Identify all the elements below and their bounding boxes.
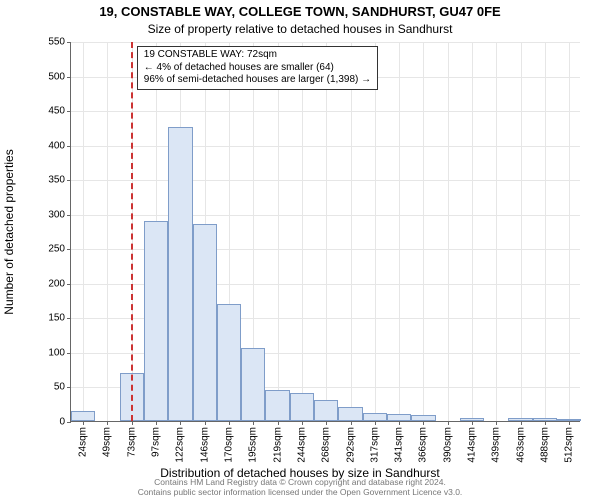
- gridline-v: [83, 42, 84, 421]
- gridline-v: [107, 42, 108, 421]
- histogram-bar: [533, 418, 557, 421]
- y-axis-title: Number of detached properties: [2, 149, 16, 314]
- xtick-label: 390sqm: [442, 421, 453, 463]
- ytick-label: 300: [48, 209, 71, 220]
- xtick-label: 366sqm: [418, 421, 429, 463]
- footer-line2: Contains public sector information licen…: [0, 488, 600, 498]
- gridline-v: [496, 42, 497, 421]
- xtick-label: 488sqm: [539, 421, 550, 463]
- gridline-v: [375, 42, 376, 421]
- gridline-v: [423, 42, 424, 421]
- ytick-label: 0: [59, 417, 71, 428]
- ytick-label: 150: [48, 313, 71, 324]
- histogram-bar: [460, 418, 484, 421]
- xtick-label: 122sqm: [175, 421, 186, 463]
- gridline-v: [472, 42, 473, 421]
- reference-line: [131, 42, 133, 421]
- gridline-v: [569, 42, 570, 421]
- gridline-v: [278, 42, 279, 421]
- xtick-label: 414sqm: [467, 421, 478, 463]
- xtick-label: 317sqm: [369, 421, 380, 463]
- gridline-v: [399, 42, 400, 421]
- histogram-bar: [508, 418, 532, 421]
- histogram-bar: [557, 419, 581, 421]
- chart-title-line2: Size of property relative to detached ho…: [0, 22, 600, 36]
- gridline-v: [351, 42, 352, 421]
- xtick-label: 49sqm: [102, 421, 113, 457]
- gridline-v: [302, 42, 303, 421]
- annotation-line1: 19 CONSTABLE WAY: 72sqm: [144, 49, 371, 62]
- xtick-label: 97sqm: [151, 421, 162, 457]
- chart-container: 19, CONSTABLE WAY, COLLEGE TOWN, SANDHUR…: [0, 0, 600, 500]
- xtick-label: 73sqm: [126, 421, 137, 457]
- xtick-label: 463sqm: [515, 421, 526, 463]
- histogram-bar: [144, 221, 168, 421]
- plot-area: 05010015020025030035040045050055024sqm49…: [70, 42, 580, 422]
- histogram-bar: [71, 411, 95, 421]
- xtick-label: 341sqm: [394, 421, 405, 463]
- ytick-label: 250: [48, 244, 71, 255]
- xtick-label: 292sqm: [345, 421, 356, 463]
- histogram-bar: [193, 224, 217, 421]
- xtick-label: 219sqm: [272, 421, 283, 463]
- histogram-bar: [241, 348, 265, 421]
- xtick-label: 24sqm: [78, 421, 89, 457]
- gridline-v: [448, 42, 449, 421]
- ytick-label: 100: [48, 347, 71, 358]
- gridline-v: [545, 42, 546, 421]
- annotation-box: 19 CONSTABLE WAY: 72sqm ← 4% of detached…: [137, 46, 378, 90]
- histogram-bar: [290, 393, 314, 421]
- xtick-label: 268sqm: [321, 421, 332, 463]
- xtick-label: 195sqm: [248, 421, 259, 463]
- gridline-v: [326, 42, 327, 421]
- xtick-label: 146sqm: [199, 421, 210, 463]
- ytick-label: 550: [48, 37, 71, 48]
- ytick-label: 200: [48, 278, 71, 289]
- ytick-label: 500: [48, 71, 71, 82]
- annotation-line3: 96% of semi-detached houses are larger (…: [144, 74, 371, 87]
- ytick-label: 450: [48, 106, 71, 117]
- ytick-label: 400: [48, 140, 71, 151]
- histogram-bar: [265, 390, 289, 421]
- gridline-v: [521, 42, 522, 421]
- histogram-bar: [314, 400, 338, 421]
- xtick-label: 170sqm: [223, 421, 234, 463]
- histogram-bar: [338, 407, 362, 421]
- histogram-bar: [168, 127, 192, 421]
- histogram-bar: [387, 414, 411, 421]
- ytick-label: 350: [48, 175, 71, 186]
- chart-title-line1: 19, CONSTABLE WAY, COLLEGE TOWN, SANDHUR…: [0, 4, 600, 19]
- xtick-label: 512sqm: [564, 421, 575, 463]
- histogram-bar: [411, 415, 435, 421]
- histogram-bar: [217, 304, 241, 421]
- xtick-label: 244sqm: [296, 421, 307, 463]
- histogram-bar: [363, 413, 387, 421]
- footer-text: Contains HM Land Registry data © Crown c…: [0, 478, 600, 498]
- xtick-label: 439sqm: [491, 421, 502, 463]
- ytick-label: 50: [54, 382, 71, 393]
- annotation-line2: ← 4% of detached houses are smaller (64): [144, 62, 371, 75]
